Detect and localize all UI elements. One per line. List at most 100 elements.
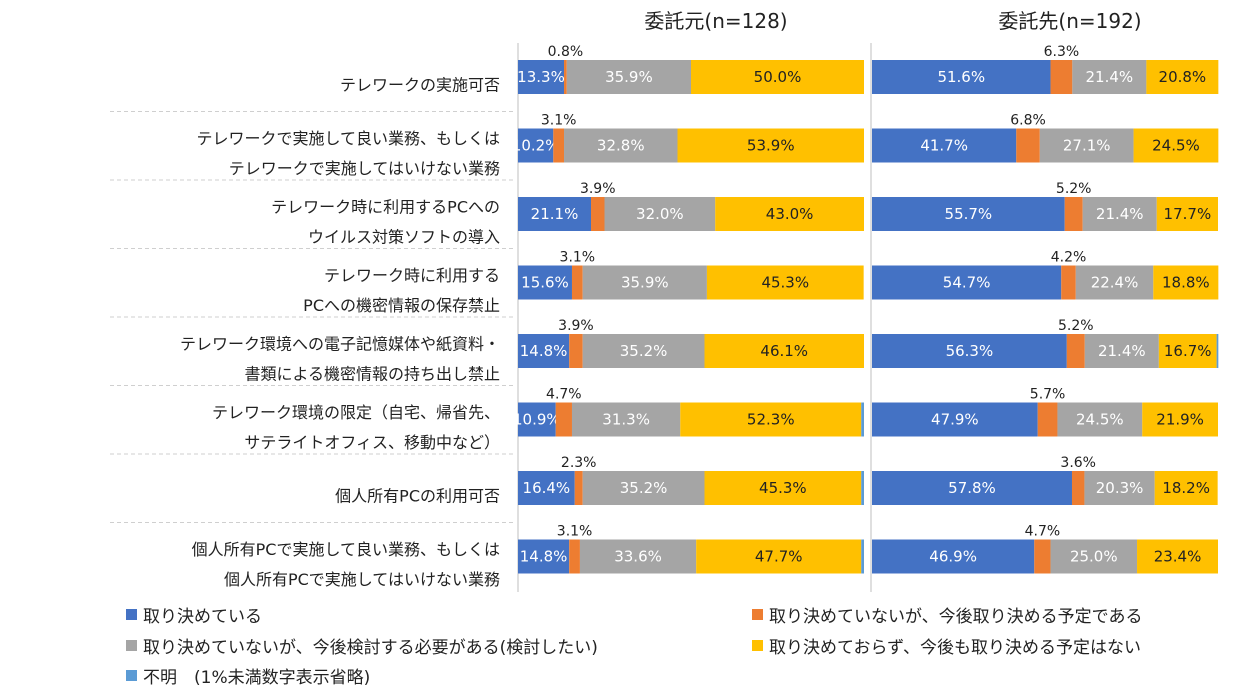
data-label: 56.3% xyxy=(946,342,994,360)
data-label: 52.3% xyxy=(747,411,795,429)
bar-segment xyxy=(1146,60,1219,94)
bar-segment xyxy=(1158,334,1217,368)
bar-segment xyxy=(677,128,864,163)
data-label: 35.9% xyxy=(621,274,669,292)
data-label: 6.3% xyxy=(1044,44,1080,60)
data-label: 14.8% xyxy=(520,548,568,566)
bar-segment xyxy=(518,197,592,231)
bar-segment xyxy=(1072,60,1147,94)
bar-segment xyxy=(1154,471,1218,505)
data-label: 54.7% xyxy=(943,274,991,292)
data-label: 25.0% xyxy=(1070,548,1118,566)
bar-segment xyxy=(1084,471,1155,505)
bar-segment xyxy=(1075,265,1154,300)
bar-segment xyxy=(569,334,583,368)
category-label: テレワークで実施して良い業務、もしくは xyxy=(196,129,500,148)
data-label: 20.8% xyxy=(1159,68,1207,86)
bar-segment xyxy=(1071,471,1085,505)
legend-label: 不明 (1%未満数字表示省略) xyxy=(143,668,371,688)
bar-segment xyxy=(1064,197,1083,231)
data-label: 3.1% xyxy=(557,524,593,540)
legend-label: 取り決めていないが、今後検討する必要がある(検討したい) xyxy=(143,638,598,658)
legend-label: 取り決めている xyxy=(143,607,262,627)
data-label: 23.4% xyxy=(1154,548,1202,566)
bar-segment xyxy=(582,471,705,505)
legend-label: 取り決めていないが、今後取り決める予定である xyxy=(769,607,1143,627)
data-label: 17.7% xyxy=(1164,205,1212,223)
data-label: 21.9% xyxy=(1156,411,1204,429)
data-label: 3.1% xyxy=(541,113,577,129)
legend-swatch-blue xyxy=(126,609,137,620)
data-label: 4.2% xyxy=(1051,250,1087,266)
data-label: 10.2% xyxy=(512,137,560,155)
bar-segment xyxy=(564,60,567,94)
bar-segment xyxy=(518,334,570,368)
bar-segment xyxy=(1156,197,1218,231)
bar-segment xyxy=(691,60,864,94)
bar-segment xyxy=(872,60,1051,94)
data-label: 47.9% xyxy=(931,411,979,429)
bar-segment xyxy=(1050,60,1073,94)
bar-segment xyxy=(1061,265,1076,300)
data-label: 24.5% xyxy=(1076,411,1124,429)
data-label: 32.8% xyxy=(597,137,645,155)
bar-segment xyxy=(553,128,565,163)
data-label: 21.4% xyxy=(1098,342,1146,360)
bar-segment xyxy=(861,471,864,505)
data-label: 55.7% xyxy=(945,205,993,223)
data-label: 51.6% xyxy=(937,68,985,86)
bar-segment xyxy=(1057,402,1143,437)
chart-legend: 取り決めている 取り決めていないが、今後取り決める予定である 取り決めていないが… xyxy=(0,600,1254,691)
legend-label: 取り決めておらず、今後も取り決める予定はない xyxy=(769,638,1141,658)
data-label: 57.8% xyxy=(948,479,996,497)
category-label: 個人所有PCの利用可否 xyxy=(335,486,500,505)
bar-segment xyxy=(872,402,1038,437)
bar-segment xyxy=(1037,402,1058,437)
legend-item-need-to-consider: 取り決めていないが、今後検討する必要がある(検討したい) xyxy=(126,633,598,658)
data-label: 21.4% xyxy=(1096,205,1144,223)
bar-segment xyxy=(1137,539,1218,574)
bar-segment xyxy=(715,197,864,231)
bar-segment xyxy=(1142,402,1218,437)
data-label: 2.3% xyxy=(561,455,597,471)
data-label: 4.7% xyxy=(1025,524,1061,540)
bar-segment xyxy=(564,128,678,163)
legend-swatch-lightblue xyxy=(126,670,137,681)
bar-segment xyxy=(872,197,1065,231)
category-label: テレワーク環境の限定（自宅、帰省先、 xyxy=(212,403,500,422)
data-label: 35.9% xyxy=(605,68,653,86)
category-label: PCへの機密情報の保存禁止 xyxy=(303,296,500,315)
bar-segment xyxy=(861,402,864,437)
bar-segment xyxy=(1050,539,1138,574)
data-label: 18.2% xyxy=(1162,479,1210,497)
data-label: 5.7% xyxy=(1030,387,1066,403)
bar-segment xyxy=(518,539,570,574)
data-label: 53.9% xyxy=(747,137,795,155)
data-label: 41.7% xyxy=(920,137,968,155)
bar-segment xyxy=(1216,334,1219,368)
stacked-bar-chart: テレワークの実施可否テレワークで実施して良い業務、もしくはテレワークで実施しては… xyxy=(110,9,1219,592)
bar-segment xyxy=(591,197,605,231)
data-label: 14.8% xyxy=(520,342,568,360)
data-label: 18.8% xyxy=(1162,274,1210,292)
legend-item-no-plan: 取り決めておらず、今後も取り決める予定はない xyxy=(752,633,1141,658)
data-label: 3.9% xyxy=(558,318,594,334)
bar-segment xyxy=(574,471,583,505)
category-label: 個人所有PCで実施して良い業務、もしくは xyxy=(192,540,500,559)
bar-segment xyxy=(872,539,1035,574)
bar-segment xyxy=(1153,265,1219,300)
bar-segment xyxy=(571,265,583,300)
bar-segment xyxy=(518,471,575,505)
bar-segment xyxy=(579,539,697,574)
panel-title: 委託先(n=192) xyxy=(998,9,1141,33)
bar-segment xyxy=(680,402,862,437)
category-label: テレワークの実施可否 xyxy=(340,75,500,94)
bar-segment xyxy=(604,197,716,231)
data-label: 33.6% xyxy=(614,548,662,566)
data-label: 45.3% xyxy=(759,479,807,497)
bar-segment xyxy=(518,265,572,300)
bar-segment xyxy=(555,402,572,437)
bar-segment xyxy=(872,265,1062,300)
legend-swatch-orange xyxy=(752,609,763,620)
data-label: 46.1% xyxy=(760,342,808,360)
